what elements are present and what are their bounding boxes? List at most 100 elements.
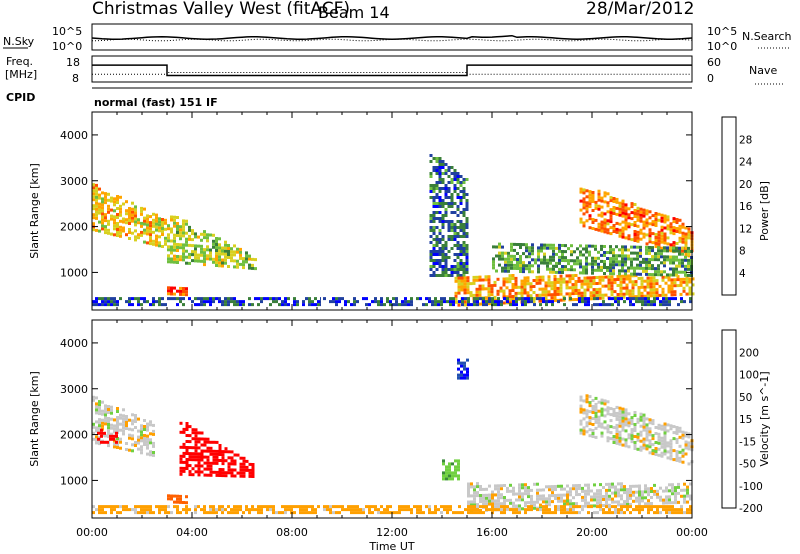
echo-cell bbox=[137, 438, 140, 442]
echo-cell bbox=[107, 432, 110, 435]
echo-cell bbox=[242, 471, 246, 475]
echo-cell bbox=[515, 297, 518, 301]
echo-cell bbox=[604, 293, 608, 297]
echo-cell bbox=[617, 491, 620, 495]
echo-cell bbox=[176, 494, 179, 498]
echo-cell bbox=[432, 196, 436, 199]
echo-cell bbox=[179, 500, 182, 504]
echo-cell bbox=[206, 248, 209, 252]
echo-cell bbox=[257, 297, 260, 301]
echo-cell bbox=[95, 438, 98, 442]
echo-cell bbox=[212, 245, 215, 249]
echo-cell bbox=[592, 282, 596, 286]
echo-cell bbox=[236, 303, 239, 307]
echo-cell bbox=[248, 508, 251, 512]
echo-cell bbox=[459, 220, 463, 223]
echo-cell bbox=[598, 287, 602, 291]
echo-cell bbox=[611, 482, 614, 486]
echo-cell bbox=[624, 254, 627, 258]
echo-cell bbox=[218, 444, 222, 447]
echo-cell bbox=[116, 407, 119, 410]
echo-cell bbox=[579, 220, 583, 224]
echo-cell bbox=[161, 508, 164, 512]
echo-cell bbox=[432, 217, 436, 220]
echo-cell bbox=[441, 166, 445, 169]
echo-cell bbox=[450, 247, 454, 250]
echo-cell bbox=[221, 252, 224, 256]
echo-cell bbox=[624, 218, 628, 222]
echo-cell bbox=[365, 505, 368, 509]
echo-cell bbox=[607, 275, 611, 279]
echo-cell bbox=[429, 187, 433, 190]
echo-cell bbox=[654, 218, 658, 221]
echo-cell bbox=[533, 482, 536, 486]
echo-cell bbox=[627, 433, 631, 437]
echo-cell bbox=[440, 511, 443, 515]
echo-cell bbox=[534, 261, 537, 265]
echo-cell bbox=[475, 278, 479, 282]
echo-cell bbox=[149, 508, 152, 512]
echo-cell bbox=[95, 411, 98, 415]
echo-cell bbox=[185, 501, 188, 505]
echo-cell bbox=[663, 226, 667, 230]
echo-cell bbox=[620, 497, 623, 501]
echo-cell bbox=[560, 505, 563, 509]
echo-cell bbox=[654, 441, 658, 444]
echo-cell bbox=[566, 493, 569, 497]
echo-cell bbox=[485, 303, 488, 307]
echo-cell bbox=[435, 187, 439, 190]
echo-cell bbox=[260, 511, 263, 515]
echo-cell bbox=[656, 492, 659, 496]
echo-cell bbox=[631, 295, 635, 299]
echo-cell bbox=[535, 275, 539, 279]
echo-cell bbox=[558, 243, 561, 247]
echo-cell bbox=[518, 498, 521, 502]
echo-cell bbox=[113, 508, 116, 512]
echo-cell bbox=[305, 508, 308, 512]
echo-cell bbox=[541, 287, 545, 291]
echo-cell bbox=[233, 474, 237, 478]
echo-cell bbox=[203, 461, 207, 465]
echo-cell bbox=[487, 302, 491, 306]
echo-cell bbox=[603, 272, 606, 275]
echo-cell bbox=[545, 503, 548, 507]
echo-cell bbox=[128, 300, 131, 304]
echo-cell bbox=[530, 297, 533, 301]
echo-cell bbox=[585, 268, 588, 272]
echo-cell bbox=[490, 287, 494, 291]
echo-cell bbox=[504, 266, 507, 270]
echo-cell bbox=[453, 235, 457, 238]
echo-cell bbox=[615, 429, 619, 433]
echo-cell bbox=[389, 300, 392, 304]
echo-cell bbox=[338, 505, 341, 509]
echo-cell bbox=[209, 254, 212, 258]
echo-cell bbox=[512, 300, 515, 304]
echo-cell bbox=[465, 208, 469, 211]
echo-cell bbox=[519, 261, 522, 264]
echo-cell bbox=[579, 422, 583, 426]
echo-cell bbox=[521, 486, 524, 490]
echo-cell bbox=[558, 249, 561, 253]
echo-cell bbox=[110, 405, 113, 409]
echo-cell bbox=[92, 192, 95, 196]
echo-cell bbox=[589, 282, 593, 286]
echo-cell bbox=[591, 411, 595, 414]
echo-cell bbox=[608, 505, 611, 509]
echo-cell bbox=[462, 196, 466, 199]
echo-cell bbox=[677, 485, 680, 489]
echo-cell bbox=[119, 440, 122, 444]
echo-cell bbox=[143, 508, 146, 512]
echo-cell bbox=[453, 202, 457, 205]
echo-cell bbox=[185, 467, 189, 470]
echo-cell bbox=[663, 446, 667, 450]
echo-cell bbox=[432, 265, 436, 268]
echo-cell bbox=[173, 494, 176, 498]
echo-cell bbox=[554, 505, 557, 509]
echo-cell bbox=[634, 283, 638, 287]
echo-cell bbox=[611, 297, 614, 301]
echo-cell bbox=[636, 272, 639, 276]
echo-cell bbox=[527, 300, 530, 304]
echo-cell bbox=[660, 454, 664, 458]
echo-cell bbox=[502, 295, 506, 299]
echo-cell bbox=[500, 303, 503, 307]
